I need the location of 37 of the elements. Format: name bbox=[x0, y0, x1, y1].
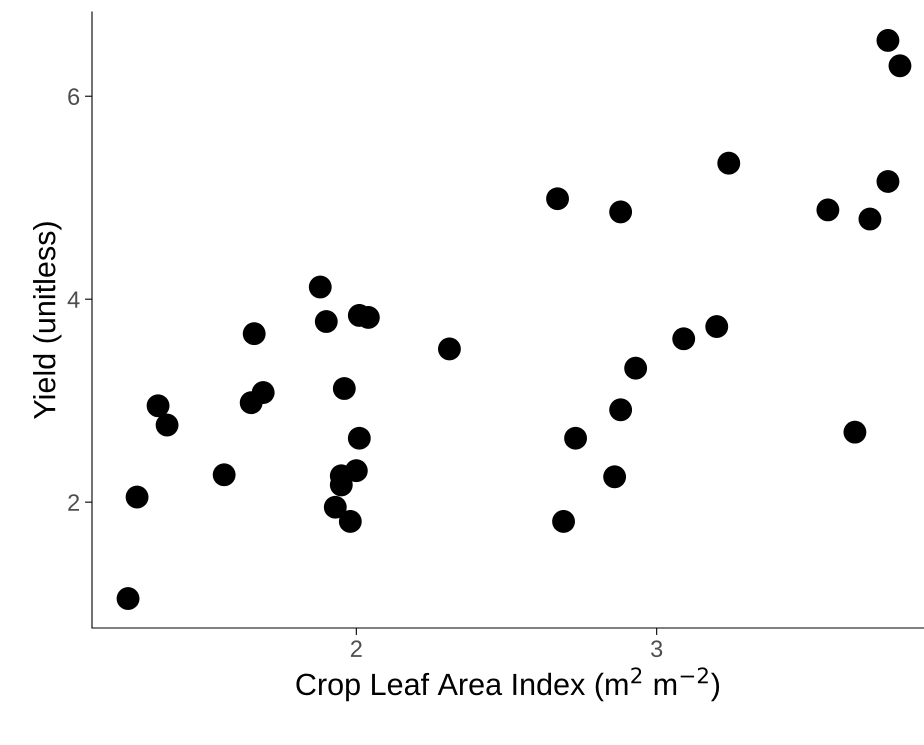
y-tick-label: 2 bbox=[68, 494, 80, 511]
point bbox=[242, 322, 266, 346]
point bbox=[338, 510, 362, 533]
point bbox=[876, 170, 900, 193]
point bbox=[876, 29, 900, 52]
point bbox=[609, 398, 632, 422]
point bbox=[546, 187, 569, 210]
x-tick-label: 3 bbox=[651, 640, 662, 658]
point bbox=[888, 54, 912, 78]
x-axis-title: Crop Leaf Area Index (m$^{2}$ m$^{−2}$) bbox=[296, 667, 720, 702]
point bbox=[156, 414, 178, 436]
y-tick-label: 4 bbox=[68, 292, 80, 308]
point bbox=[348, 426, 371, 450]
y-axis-title: Yield (unitless) bbox=[33, 222, 62, 419]
point bbox=[324, 496, 347, 519]
point bbox=[672, 327, 696, 350]
point bbox=[564, 426, 587, 450]
point bbox=[314, 310, 338, 333]
point bbox=[603, 465, 626, 488]
point bbox=[252, 381, 275, 404]
point bbox=[552, 510, 575, 533]
point bbox=[308, 276, 332, 298]
point bbox=[705, 315, 728, 338]
point bbox=[438, 338, 461, 360]
point bbox=[624, 356, 648, 380]
point bbox=[146, 394, 170, 418]
point bbox=[126, 486, 148, 508]
point bbox=[344, 459, 368, 482]
point bbox=[332, 377, 356, 400]
y-tick-label: 6 bbox=[68, 88, 80, 106]
point bbox=[717, 152, 740, 175]
point bbox=[212, 463, 236, 486]
point bbox=[816, 198, 840, 222]
point bbox=[116, 587, 140, 610]
point bbox=[609, 200, 632, 224]
point bbox=[844, 420, 866, 444]
point bbox=[858, 208, 882, 230]
